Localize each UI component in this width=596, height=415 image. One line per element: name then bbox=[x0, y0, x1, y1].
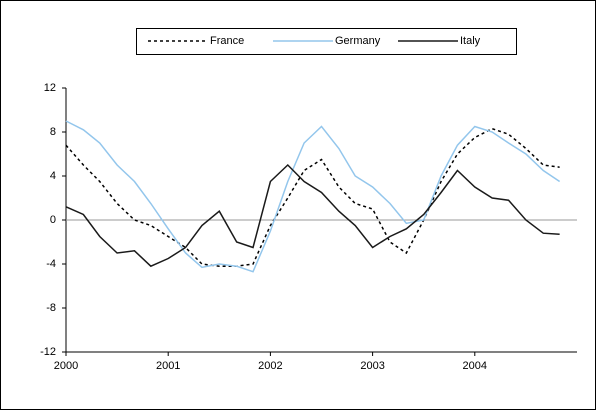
y-tick-label: -8 bbox=[46, 302, 56, 314]
legend-label: Germany bbox=[335, 35, 381, 47]
x-tick-label: 2004 bbox=[463, 360, 487, 372]
y-tick-label: 4 bbox=[50, 170, 56, 182]
series-line bbox=[65, 127, 560, 267]
y-tick-label: -4 bbox=[46, 258, 56, 270]
y-tick-label: 0 bbox=[50, 214, 56, 226]
x-tick-label: 2003 bbox=[360, 360, 384, 372]
x-tick-label: 2002 bbox=[258, 360, 282, 372]
series-line bbox=[65, 163, 560, 268]
y-tick-label: 12 bbox=[44, 82, 56, 94]
y-tick-label: -12 bbox=[40, 346, 56, 358]
legend-label: France bbox=[210, 35, 244, 47]
legend-label: Italy bbox=[460, 35, 481, 47]
x-tick-label: 2000 bbox=[54, 360, 78, 372]
y-tick-label: 8 bbox=[50, 126, 56, 138]
x-tick-label: 2001 bbox=[156, 360, 180, 372]
series-line bbox=[65, 120, 561, 273]
